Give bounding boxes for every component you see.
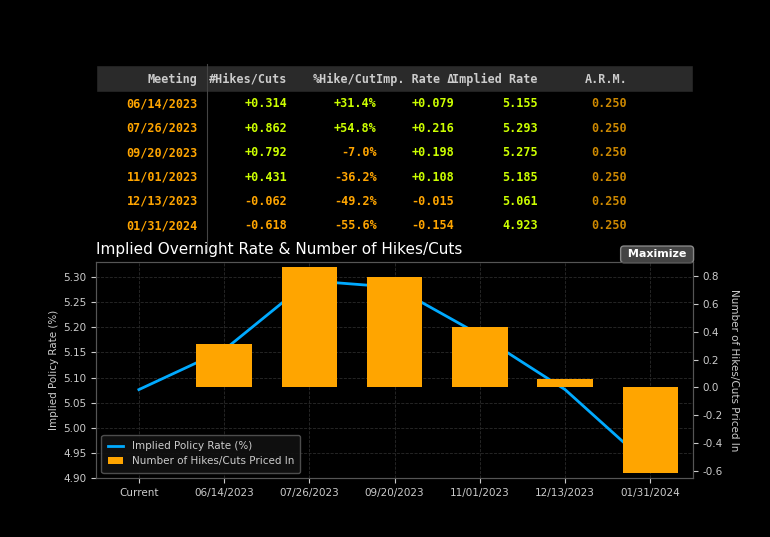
- Text: 07/26/2023: 07/26/2023: [126, 122, 198, 135]
- Text: -36.2%: -36.2%: [334, 171, 377, 184]
- Bar: [452, 328, 507, 387]
- Text: 5.275: 5.275: [502, 146, 537, 159]
- Text: +0.079: +0.079: [411, 97, 454, 110]
- Text: 5.185: 5.185: [502, 171, 537, 184]
- Text: A.R.M.: A.R.M.: [584, 73, 628, 86]
- Bar: [537, 379, 593, 387]
- Text: -0.618: -0.618: [244, 219, 287, 233]
- Y-axis label: Number of Hikes/Cuts Priced In: Number of Hikes/Cuts Priced In: [728, 289, 738, 451]
- Text: 09/20/2023: 09/20/2023: [126, 146, 198, 159]
- Text: Maximize: Maximize: [624, 249, 690, 259]
- Text: #Hikes/Cuts: #Hikes/Cuts: [209, 73, 287, 86]
- Bar: [282, 267, 337, 387]
- Text: %Hike/Cut: %Hike/Cut: [313, 73, 377, 86]
- Y-axis label: Implied Policy Rate (%): Implied Policy Rate (%): [49, 310, 59, 430]
- Text: +0.314: +0.314: [244, 97, 287, 110]
- Text: Meeting: Meeting: [148, 73, 198, 86]
- Text: 0.250: 0.250: [591, 195, 628, 208]
- Text: 0.250: 0.250: [591, 122, 628, 135]
- Text: -55.6%: -55.6%: [334, 219, 377, 233]
- Text: Implied Rate: Implied Rate: [452, 73, 537, 86]
- Text: 0.250: 0.250: [591, 146, 628, 159]
- Text: 11/01/2023: 11/01/2023: [126, 171, 198, 184]
- Bar: [367, 277, 422, 387]
- Text: 06/14/2023: 06/14/2023: [126, 97, 198, 110]
- FancyBboxPatch shape: [96, 66, 693, 92]
- Text: -0.062: -0.062: [244, 195, 287, 208]
- Text: -0.015: -0.015: [411, 195, 454, 208]
- Text: 5.293: 5.293: [502, 122, 537, 135]
- Text: 0.250: 0.250: [591, 97, 628, 110]
- Text: 5.061: 5.061: [502, 195, 537, 208]
- Text: +0.431: +0.431: [244, 171, 287, 184]
- Text: +0.862: +0.862: [244, 122, 287, 135]
- Text: +0.216: +0.216: [411, 122, 454, 135]
- Text: +31.4%: +31.4%: [334, 97, 377, 110]
- Text: +0.108: +0.108: [411, 171, 454, 184]
- Legend: Implied Policy Rate (%), Number of Hikes/Cuts Priced In: Implied Policy Rate (%), Number of Hikes…: [102, 435, 300, 473]
- Bar: [623, 387, 678, 474]
- Text: 12/13/2023: 12/13/2023: [126, 195, 198, 208]
- Text: +54.8%: +54.8%: [334, 122, 377, 135]
- Text: -49.2%: -49.2%: [334, 195, 377, 208]
- Text: 5.155: 5.155: [502, 97, 537, 110]
- Bar: [196, 344, 252, 387]
- Text: -7.0%: -7.0%: [341, 146, 377, 159]
- Text: 0.250: 0.250: [591, 171, 628, 184]
- Text: 0.250: 0.250: [591, 219, 628, 233]
- Text: 01/31/2024: 01/31/2024: [126, 219, 198, 233]
- Text: +0.792: +0.792: [244, 146, 287, 159]
- Text: +0.198: +0.198: [411, 146, 454, 159]
- Text: Imp. Rate Δ: Imp. Rate Δ: [376, 73, 454, 86]
- Text: Implied Overnight Rate & Number of Hikes/Cuts: Implied Overnight Rate & Number of Hikes…: [96, 242, 463, 257]
- Text: 4.923: 4.923: [502, 219, 537, 233]
- Text: -0.154: -0.154: [411, 219, 454, 233]
